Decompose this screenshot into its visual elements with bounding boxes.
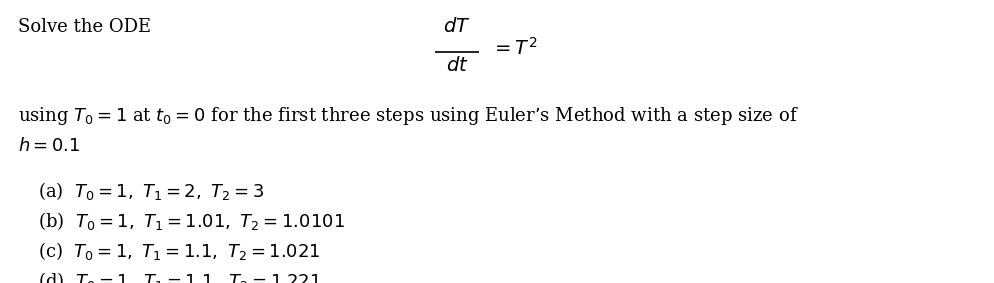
Text: $dt$: $dt$ <box>446 56 468 75</box>
Text: (c)  $T_0 = 1,\ T_1 = 1.1,\ T_2 = 1.021$: (c) $T_0 = 1,\ T_1 = 1.1,\ T_2 = 1.021$ <box>38 240 320 262</box>
Text: (a)  $T_0 = 1,\ T_1 = 2,\ T_2 = 3$: (a) $T_0 = 1,\ T_1 = 2,\ T_2 = 3$ <box>38 180 264 202</box>
Text: $dT$: $dT$ <box>443 17 471 36</box>
Text: (b)  $T_0 = 1,\ T_1 = 1.01,\ T_2 = 1.0101$: (b) $T_0 = 1,\ T_1 = 1.01,\ T_2 = 1.0101… <box>38 210 345 232</box>
Text: $= T^2$: $= T^2$ <box>491 37 538 59</box>
Text: Solve the ODE: Solve the ODE <box>18 18 151 36</box>
Text: (d)  $T_0 = 1,\ T_1 = 1.1,\ T_2 = 1.221$: (d) $T_0 = 1,\ T_1 = 1.1,\ T_2 = 1.221$ <box>38 270 321 283</box>
Text: using $T_0 = 1$ at $t_0 = 0$ for the first three steps using Euler’s Method with: using $T_0 = 1$ at $t_0 = 0$ for the fir… <box>18 105 799 127</box>
Text: $h = 0.1$: $h = 0.1$ <box>18 137 81 155</box>
